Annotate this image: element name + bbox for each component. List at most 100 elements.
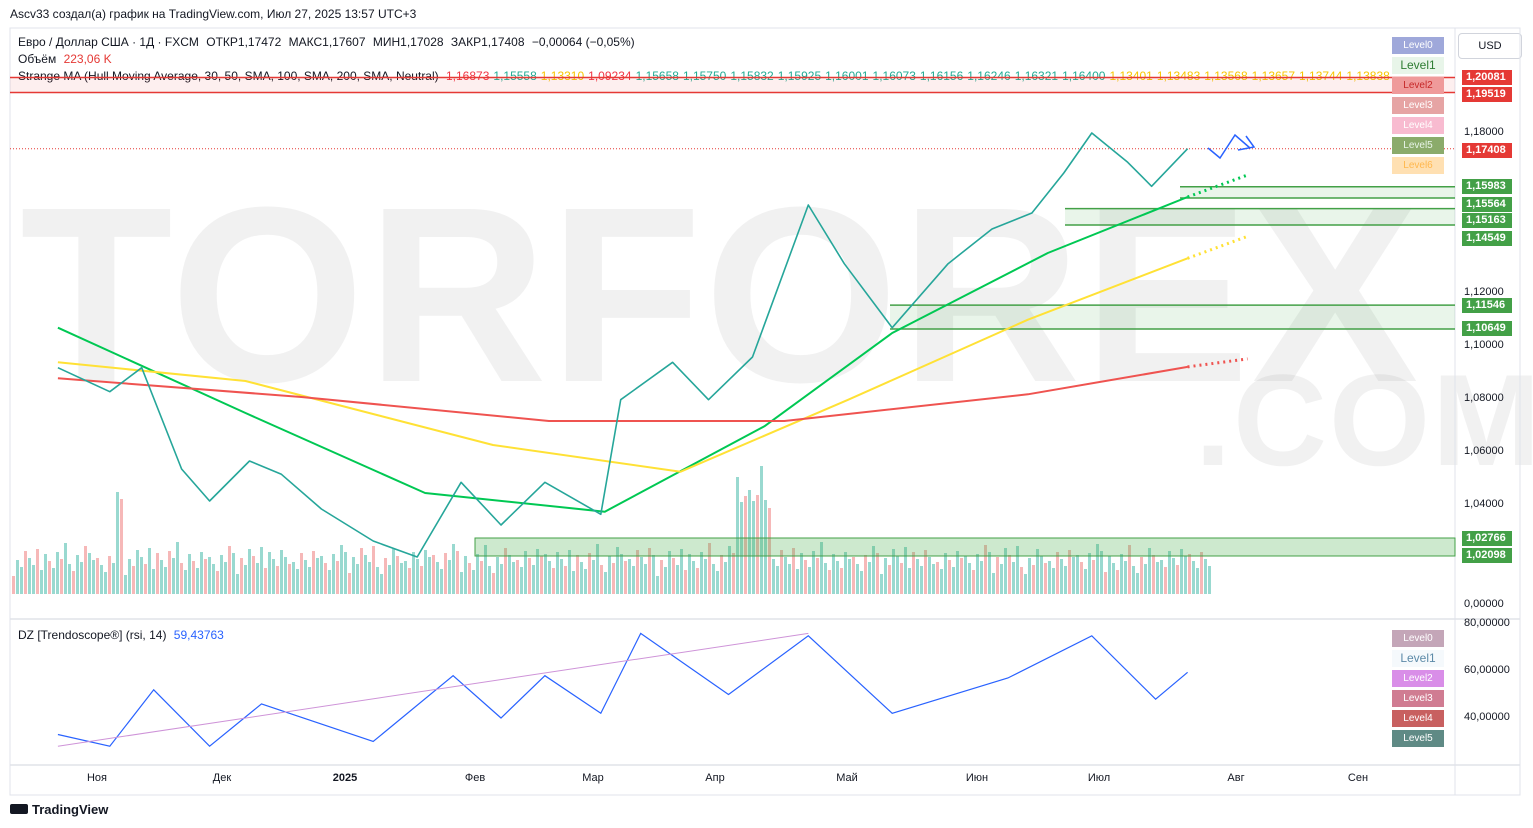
volume-bar [1096, 544, 1099, 594]
chart-author-title: Ascv33 создал(а) график на TradingView.c… [10, 7, 417, 21]
time-axis-label: Дек [212, 772, 232, 784]
volume-bar [184, 570, 187, 594]
volume-bar [448, 560, 451, 594]
volume-bar [952, 567, 955, 594]
volume-bar [200, 552, 203, 594]
volume-bar [1024, 574, 1027, 594]
volume-bar [344, 552, 347, 594]
time-axis-label: Май [836, 772, 858, 784]
volume-bar [620, 554, 623, 594]
volume-bar [672, 558, 675, 594]
chart-frame [9, 27, 1521, 796]
volume-bar [736, 477, 739, 594]
volume-bar [884, 558, 887, 594]
symbol-legend[interactable]: Евро / Доллар США · 1Д · FXCM ОТКР1,1747… [18, 35, 639, 49]
price-axis-label: 1,08000 [1464, 392, 1504, 404]
price-level-badge[interactable]: Level4 [1392, 117, 1444, 134]
price-level-badge[interactable]: Level1 [1392, 57, 1444, 74]
volume-bar [984, 545, 987, 594]
rsi-axis-label: 40,00000 [1464, 711, 1510, 723]
price-axis-label: 1,04000 [1464, 498, 1504, 510]
ma-value-11: 1,16246 [967, 69, 1011, 83]
volume-bar [644, 564, 647, 594]
volume-bar [920, 566, 923, 594]
volume-bar [816, 558, 819, 594]
volume-bar [656, 576, 659, 594]
volume-bar [864, 555, 867, 594]
rsi-level-badge[interactable]: Level0 [1392, 630, 1444, 647]
support-zone [1065, 208, 1455, 226]
volume-bar [192, 561, 195, 594]
price-tag: 1,15163 [1462, 213, 1512, 228]
volume-bar [680, 549, 683, 594]
rsi-level-badge[interactable]: Level4 [1392, 710, 1444, 727]
rsi-level-badge[interactable]: Level1 [1392, 650, 1444, 667]
volume-bar [892, 549, 895, 594]
volume-bar [1032, 565, 1035, 594]
volume-bar [424, 550, 427, 594]
volume-bar [516, 560, 519, 594]
volume-bar [32, 565, 35, 594]
volume-bar [40, 570, 43, 594]
volume-bar [164, 567, 167, 594]
volume-bar [304, 560, 307, 594]
price-tag: 1,20081 [1462, 70, 1512, 85]
price-level-badge[interactable]: Level6 [1392, 157, 1444, 174]
volume-bar [1192, 561, 1195, 594]
volume-bar [284, 557, 287, 594]
volume-bar [544, 554, 547, 594]
volume-bar [160, 560, 163, 594]
price-level-badge[interactable]: Level5 [1392, 137, 1444, 154]
volume-bar [1200, 552, 1203, 594]
volume-bar [364, 555, 367, 594]
time-axis-label: Апр [705, 772, 725, 784]
ma-value-2: 1,13310 [540, 69, 585, 83]
volume-bar [540, 556, 543, 594]
volume-bar [856, 564, 859, 594]
volume-bar [36, 549, 39, 594]
ma-value-0: 1,16873 [446, 69, 490, 83]
volume-bar [524, 551, 527, 594]
price-tag: 1,15983 [1462, 179, 1512, 194]
volume-bar [220, 555, 223, 594]
volume-bar [496, 557, 499, 594]
rsi-level-badge[interactable]: Level2 [1392, 670, 1444, 687]
price-axis-label: 1,12000 [1464, 286, 1504, 298]
volume-bar [84, 546, 87, 594]
volume-bar [408, 568, 411, 594]
volume-bar [780, 550, 783, 594]
volume-bar [684, 570, 687, 594]
price-level-badge[interactable]: Level2 [1392, 77, 1444, 94]
volume-bar [500, 564, 503, 594]
rsi-legend[interactable]: DZ [Trendoscope®] (rsi, 14) 59,43763 [18, 628, 228, 642]
volume-bar [1168, 551, 1171, 594]
volume-bar [132, 566, 135, 594]
tradingview-logo[interactable]: TradingView [10, 802, 108, 817]
volume-bar [232, 553, 235, 594]
ma-projection [1187, 173, 1249, 199]
volume-bar [764, 500, 767, 594]
volume-bar [60, 559, 63, 594]
volume-bar [820, 542, 823, 594]
price-level-badge[interactable]: Level3 [1392, 97, 1444, 114]
volume-bar [1044, 563, 1047, 594]
currency-button[interactable]: USD [1458, 33, 1522, 59]
volume-bar [376, 567, 379, 594]
rsi-level-badge[interactable]: Level3 [1392, 690, 1444, 707]
volume-legend[interactable]: Объём 223,06 K [18, 52, 116, 66]
volume-bar [476, 554, 479, 594]
volume-bar [1184, 556, 1187, 594]
strange-ma-legend[interactable]: Strange MA (Hull Moving Average, 30, 50,… [18, 69, 1394, 83]
price-level-badge[interactable]: Level0 [1392, 37, 1444, 54]
volume-bar [792, 548, 795, 594]
volume-bar [832, 554, 835, 594]
volume-bar [708, 543, 711, 594]
volume-bar [12, 576, 15, 594]
ma-value-8: 1,16001 [825, 69, 869, 83]
rsi-level-badge[interactable]: Level5 [1392, 730, 1444, 747]
volume-bar [312, 551, 315, 594]
volume-bar [292, 562, 295, 594]
volume-bar [872, 546, 875, 594]
volume-bar [944, 553, 947, 594]
